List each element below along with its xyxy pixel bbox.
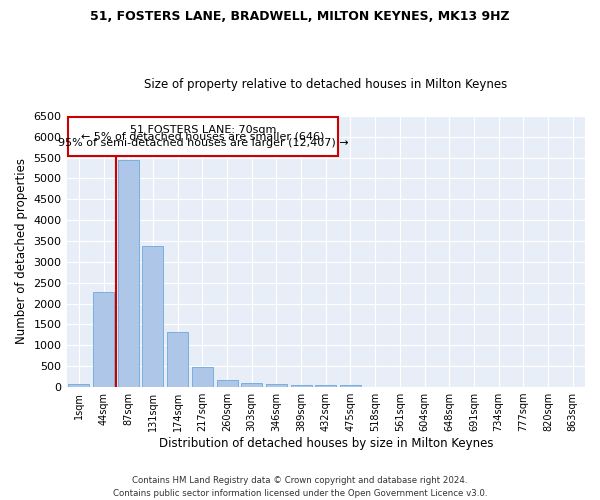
Y-axis label: Number of detached properties: Number of detached properties bbox=[15, 158, 28, 344]
Text: ← 5% of detached houses are smaller (646): ← 5% of detached houses are smaller (646… bbox=[81, 132, 325, 141]
Bar bbox=[315, 385, 336, 387]
X-axis label: Distribution of detached houses by size in Milton Keynes: Distribution of detached houses by size … bbox=[158, 437, 493, 450]
Bar bbox=[167, 332, 188, 387]
Bar bbox=[68, 384, 89, 387]
Text: 51 FOSTERS LANE: 70sqm: 51 FOSTERS LANE: 70sqm bbox=[130, 125, 276, 135]
Title: Size of property relative to detached houses in Milton Keynes: Size of property relative to detached ho… bbox=[144, 78, 508, 91]
Text: 51, FOSTERS LANE, BRADWELL, MILTON KEYNES, MK13 9HZ: 51, FOSTERS LANE, BRADWELL, MILTON KEYNE… bbox=[90, 10, 510, 23]
Bar bbox=[142, 246, 163, 387]
Text: 95% of semi-detached houses are larger (12,407) →: 95% of semi-detached houses are larger (… bbox=[58, 138, 348, 148]
Bar bbox=[192, 367, 213, 387]
Bar bbox=[93, 292, 114, 387]
Bar bbox=[118, 160, 139, 387]
Bar bbox=[217, 380, 238, 387]
Bar bbox=[290, 384, 311, 387]
Bar bbox=[241, 384, 262, 387]
Bar bbox=[340, 386, 361, 387]
Bar bbox=[266, 384, 287, 387]
Text: Contains HM Land Registry data © Crown copyright and database right 2024.
Contai: Contains HM Land Registry data © Crown c… bbox=[113, 476, 487, 498]
Bar bbox=[68, 116, 338, 156]
